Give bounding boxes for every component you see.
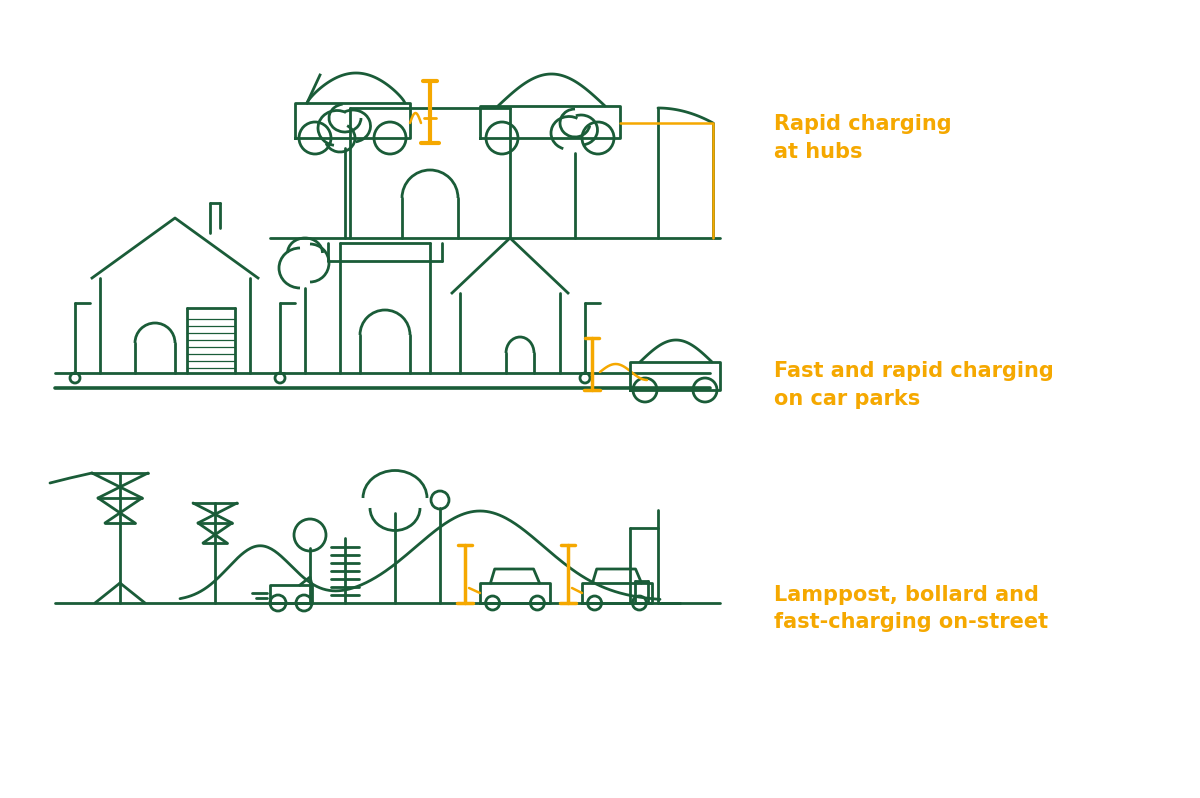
- Text: Fast and rapid charging: Fast and rapid charging: [774, 361, 1054, 381]
- Text: Lamppost, bollard and: Lamppost, bollard and: [774, 584, 1039, 605]
- Text: fast-charging on-street: fast-charging on-street: [774, 612, 1048, 633]
- Text: Rapid charging: Rapid charging: [774, 113, 952, 134]
- Text: at hubs: at hubs: [774, 141, 863, 162]
- Text: on car parks: on car parks: [774, 389, 920, 409]
